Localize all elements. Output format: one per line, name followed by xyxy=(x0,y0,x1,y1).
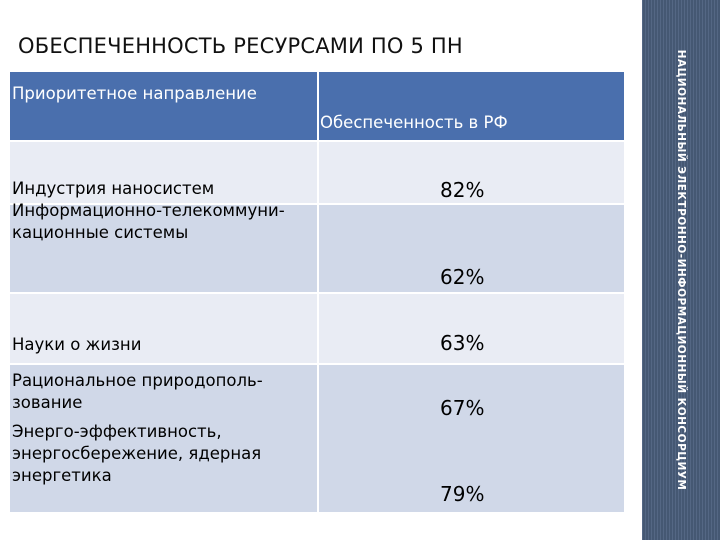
row-value: 62% xyxy=(440,265,485,289)
page-title: ОБЕСПЕЧЕННОСТЬ РЕСУРСАМИ ПО 5 ПН xyxy=(18,34,463,58)
row-value: 67% xyxy=(440,396,485,420)
row-label: Индустрия наносистем xyxy=(12,179,215,198)
row-label: Рациональное природополь-зование xyxy=(12,371,263,412)
column-divider xyxy=(317,72,319,512)
column-header-direction: Приоритетное направление xyxy=(12,84,257,103)
row-label: Науки о жизни xyxy=(12,335,142,354)
row-value: 63% xyxy=(440,331,485,355)
column-header-provision: Обеспеченность в РФ xyxy=(320,113,508,132)
row-label: Информационно-телекоммуни-кационные сист… xyxy=(12,201,285,242)
row-value: 82% xyxy=(440,178,485,202)
row-label: Энерго-эффективность, энергосбережение, … xyxy=(12,422,262,485)
row-value: 79% xyxy=(440,482,485,506)
side-banner: НАЦИОНАЛЬНЫЙ ЭЛЕКТРОННО-ИНФОРМАЦИОННЫЙ К… xyxy=(642,0,720,540)
consortium-label: НАЦИОНАЛЬНЫЙ ЭЛЕКТРОННО-ИНФОРМАЦИОННЫЙ К… xyxy=(675,49,687,491)
